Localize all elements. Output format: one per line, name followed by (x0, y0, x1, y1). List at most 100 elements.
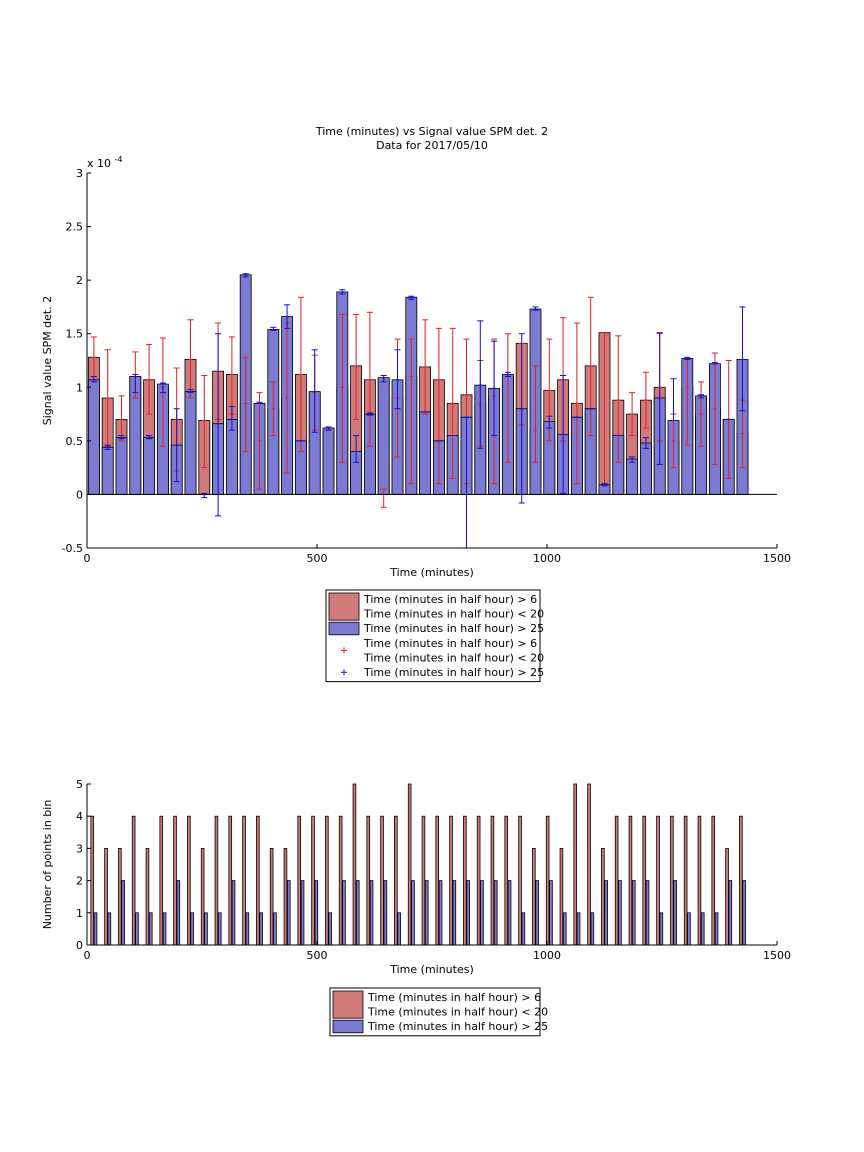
legend-text-0-0: Time (minutes in half hour) > 6 (367, 991, 541, 1004)
y-tick-label-0: 0 (76, 939, 83, 952)
legend-swatch-0 (328, 592, 360, 621)
bar-s1-28 (480, 880, 484, 946)
bar-s1-20 (369, 880, 374, 946)
y-tick-label-0: -0.5 (62, 542, 83, 555)
bar-s0-25 (435, 815, 440, 946)
bar-s1-27 (466, 880, 470, 946)
bar-s0-29 (490, 815, 495, 946)
legend-box (325, 589, 541, 683)
legend-text-0-1: Time (minutes in half hour) < 20 (367, 1006, 548, 1019)
bar-s0-44 (697, 815, 702, 946)
bar-s0-7 (187, 815, 191, 946)
bar-s0-4 (145, 848, 150, 946)
bar-s1-37 (604, 880, 608, 946)
bar-s1-13 (273, 912, 277, 946)
y-tick-label-3: 3 (76, 842, 83, 855)
bar-s0-13 (269, 848, 274, 946)
bar-s1-47 (742, 880, 746, 946)
bar-s0-14 (283, 848, 288, 946)
bar-s0-34 (559, 848, 564, 946)
bar-s1-5 (162, 912, 167, 946)
bar-s1-7 (184, 391, 197, 495)
y-tick-label-5: 5 (76, 778, 83, 791)
y-tick-label-5: 2 (76, 274, 83, 287)
x-tick-label-2: 1000 (533, 552, 561, 565)
y-tick-label-4: 4 (76, 810, 83, 823)
bar-s1-44 (700, 912, 705, 946)
bar-s1-30 (507, 880, 512, 946)
bar-s1-34 (562, 912, 567, 946)
bar-s1-45 (714, 912, 719, 946)
bar-s0-6 (173, 815, 177, 946)
x-tick-label-1: 500 (307, 949, 328, 962)
y-tick-label-2: 0.5 (66, 435, 84, 448)
legend-text-0-0: Time (minutes in half hour) > 6 (363, 593, 537, 606)
bar-s1-39 (626, 458, 639, 495)
bar-s1-10 (231, 880, 236, 946)
legend-text-1-0: Time (minutes in half hour) > 25 (367, 1020, 548, 1033)
bar-s1-35 (576, 912, 581, 946)
bar-s0-23 (407, 783, 412, 946)
bar-s1-4 (148, 912, 153, 946)
bar-s0-30 (504, 815, 509, 946)
bar-s0-9 (214, 815, 219, 946)
bar-s0-39 (628, 815, 633, 946)
bar-s1-39 (631, 880, 636, 946)
bar-s0-8 (200, 848, 205, 946)
bar-s1-2 (121, 880, 125, 946)
bar-s1-24 (419, 411, 432, 495)
bar-s0-43 (683, 815, 688, 946)
bar-s1-6 (176, 880, 181, 946)
bar-s0-24 (421, 815, 426, 946)
y-tick-label-2: 2 (76, 875, 83, 888)
bar-s1-7 (190, 912, 194, 946)
bar-s0-40 (642, 815, 647, 946)
bar-s0-1 (104, 848, 108, 946)
bar-s0-22 (394, 815, 398, 946)
bar-s0-32 (532, 848, 536, 946)
y-tick-label-7: 3 (76, 167, 83, 180)
bar-s1-25 (438, 880, 443, 946)
bar-s0-38 (614, 815, 619, 946)
bar-s1-41 (659, 912, 664, 946)
bar-s1-17 (322, 427, 335, 495)
bar-s1-10 (225, 419, 238, 495)
y-axis-label: Signal value SPM det. 2 (41, 296, 54, 426)
bar-s0-16 (311, 815, 315, 946)
bar-s1-8 (204, 912, 208, 946)
bar-s1-15 (300, 880, 305, 946)
bar-s0-18 (338, 815, 343, 946)
legend-text-0-1: Time (minutes in half hour) < 20 (363, 608, 544, 621)
bar-s0-31 (518, 815, 522, 946)
bar-s1-21 (377, 377, 390, 495)
bar-s1-4 (143, 437, 156, 495)
x-tick-label-3: 1500 (763, 949, 791, 962)
legend-text-3-0: Time (minutes in half hour) > 25 (363, 666, 544, 679)
bar-s1-0 (87, 379, 100, 495)
bar-s0-15 (297, 815, 302, 946)
count-chart: 0 500 1000 1500 0 1 2 3 4 5 Time (minutes) Number o… (41, 778, 791, 1037)
bar-s0-33 (545, 815, 550, 946)
bar-s1-18 (342, 880, 346, 946)
bar-s1-23 (411, 880, 415, 946)
bar-s1-31 (521, 912, 526, 946)
bar-s0-26 (449, 815, 453, 946)
bar-s0-0 (90, 815, 95, 946)
bar-s1-38 (618, 880, 622, 946)
bar-s1-0 (93, 912, 98, 946)
legend-text-2-0: Time (minutes in half hour) > 6 (363, 637, 537, 650)
bar-s0-20 (366, 815, 371, 946)
bar-s1-9 (217, 912, 222, 946)
bar-s1-26 (452, 880, 457, 946)
bar-s1-16 (314, 880, 319, 946)
bar-s0-5 (159, 815, 164, 946)
bar-s1-2 (115, 437, 128, 495)
bar-s1-17 (328, 912, 332, 946)
y-tick-label-1: 0 (76, 488, 83, 501)
y-tick-label-6: 2.5 (66, 221, 84, 234)
bar-s0-19 (352, 783, 357, 946)
bar-s1-22 (397, 912, 401, 946)
x-axis-label: Time (minutes) (389, 963, 474, 976)
bar-s0-3 (131, 815, 136, 946)
